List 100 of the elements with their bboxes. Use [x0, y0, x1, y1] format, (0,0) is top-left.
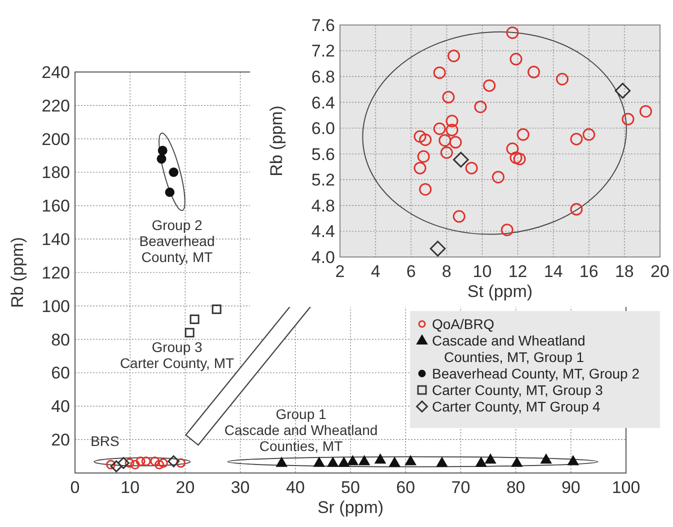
x-tick-label: 10: [472, 262, 492, 281]
point: [452, 210, 466, 223]
point: [347, 456, 358, 466]
point: [165, 188, 175, 198]
x-tick-label: 60: [396, 478, 416, 497]
y-tick-label: 100: [42, 296, 70, 316]
x-tick-label: 6: [406, 262, 416, 281]
x-axis-title: Sr (ppm): [317, 498, 384, 517]
point: [449, 136, 462, 149]
y-tick-label: 4.8: [311, 196, 335, 216]
legend-label: QoA/BRQ: [432, 316, 494, 332]
annotation: Group 3 Carter County, MT: [120, 338, 234, 371]
point: [110, 460, 122, 472]
y-tick-label: 4.4: [311, 222, 335, 242]
point: [156, 154, 166, 164]
point: [500, 224, 514, 236]
y-tick-label: 120: [42, 263, 70, 282]
y-axis-title: Rb (ppm): [8, 237, 27, 308]
legend-label: Cascade and Wheatland Counties, MT, Group 1: [432, 332, 586, 365]
point: [476, 457, 486, 467]
y-axis-title: Rb (ppm): [267, 106, 286, 176]
x-tick-label: 40: [286, 478, 305, 497]
point: [141, 456, 151, 466]
y-tick-label: 7.6: [311, 16, 335, 35]
point: [442, 90, 455, 104]
point: [512, 457, 522, 467]
x-tick-label: 4: [370, 262, 380, 281]
point: [440, 146, 453, 159]
point: [414, 162, 426, 174]
point: [452, 152, 469, 168]
point: [417, 150, 430, 163]
point: [150, 456, 160, 466]
y-tick-label: 180: [42, 163, 70, 182]
point: [582, 128, 596, 141]
point: [570, 132, 583, 146]
y-tick-label: 220: [42, 96, 70, 116]
point: [419, 133, 432, 146]
point: [419, 183, 432, 196]
point: [485, 454, 496, 464]
point: [328, 457, 338, 467]
point: [540, 454, 552, 464]
point: [374, 454, 386, 464]
point: [314, 457, 324, 467]
y-tick-label: 40: [51, 397, 70, 416]
point: [570, 203, 583, 216]
y-tick-label: 160: [42, 196, 70, 216]
x-axis-title: St (ppm): [467, 282, 533, 301]
y-tick-label: 4.0: [311, 248, 335, 267]
y-tick-label: 6.8: [311, 68, 335, 87]
x-tick-label: 18: [614, 262, 634, 281]
point: [212, 304, 222, 314]
point: [446, 124, 458, 136]
point: [510, 152, 522, 164]
y-tick-label: 20: [51, 430, 70, 450]
y-tick-label: 140: [42, 230, 70, 250]
y-tick-label: 6.0: [311, 119, 335, 138]
point: [622, 112, 634, 126]
point: [433, 66, 446, 79]
point: [474, 100, 487, 114]
point: [556, 72, 568, 86]
y-tick-label: 240: [42, 62, 70, 82]
y-tick-label: 60: [51, 364, 70, 383]
y-tick-label: 5.2: [311, 170, 335, 190]
point: [158, 458, 168, 468]
x-tick-label: 30: [230, 478, 250, 497]
point: [124, 458, 134, 468]
legend-label: Carter County, MT, Group 3: [432, 382, 604, 398]
point: [338, 457, 350, 467]
y-tick-label: 5.6: [311, 144, 335, 164]
point: [405, 456, 416, 466]
annotation: Group 2 Beaverhead County, MT: [139, 216, 215, 265]
point: [154, 460, 164, 470]
point: [414, 130, 426, 143]
legend-label: Beaverhead County, MT, Group 2: [432, 365, 640, 382]
point: [506, 26, 519, 39]
x-tick-label: 14: [544, 262, 563, 281]
x-tick-label: 80: [506, 478, 526, 497]
point: [446, 114, 458, 128]
point: [640, 105, 652, 118]
point: [433, 122, 446, 136]
point: [483, 79, 496, 92]
x-tick-label: 8: [442, 262, 452, 281]
point: [568, 456, 578, 466]
point: [430, 240, 446, 257]
x-tick-label: 100: [612, 478, 640, 497]
point: [158, 146, 168, 156]
point: [513, 152, 526, 166]
point: [136, 456, 146, 466]
x-tick-label: 16: [579, 262, 598, 281]
point: [389, 457, 400, 467]
x-tick-label: 10: [120, 478, 140, 497]
x-tick-label: 2: [335, 262, 345, 281]
point: [448, 50, 460, 62]
annotation: Group 1 Cascade and Wheatland Counties, MT: [224, 406, 378, 454]
point: [358, 456, 370, 466]
point: [168, 455, 180, 468]
y-tick-label: 7.2: [311, 42, 335, 61]
point: [106, 460, 116, 470]
point: [465, 162, 478, 174]
x-tick-label: 20: [650, 262, 670, 281]
